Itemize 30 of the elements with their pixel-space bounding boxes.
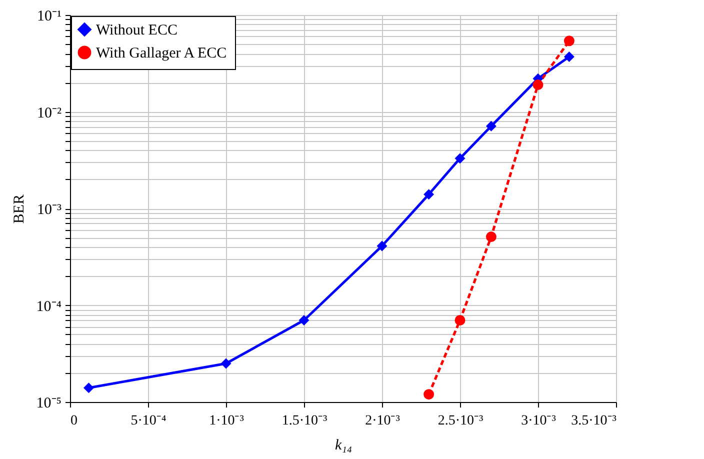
point	[454, 315, 466, 326]
x-tick-label: 2·10⁻³	[365, 414, 400, 428]
legend-label: Without ECC	[96, 22, 178, 38]
point	[564, 52, 574, 62]
point	[424, 189, 434, 200]
y-tick-label: 10⁻⁵	[36, 396, 62, 412]
point	[83, 382, 94, 394]
x-tick-label: 1.5·10⁻³	[282, 414, 328, 428]
point	[454, 153, 466, 164]
y-axis-title: BER	[11, 194, 28, 224]
point	[424, 389, 434, 400]
y-tick-label: 10⁻²	[37, 105, 62, 122]
point	[376, 240, 388, 252]
y-tick-label: 10⁻³	[37, 202, 62, 218]
point	[486, 120, 496, 132]
legend-label: With Gallager A ECC	[96, 46, 227, 62]
x-axis-title: k₁₄	[334, 438, 352, 454]
y-tick-label: 10⁻⁴	[36, 298, 62, 315]
x-tick-label: 3.5·10⁻³	[571, 414, 616, 428]
y-tick-label: 10⁻¹	[37, 8, 62, 24]
x-tick-label: 1·10⁻³	[209, 414, 244, 428]
point	[564, 36, 574, 46]
x-tick-label: 2.5·10⁻³	[438, 414, 484, 428]
x-tick-label: 0	[70, 414, 78, 428]
point	[486, 232, 496, 242]
x-tick-label: 3·10⁻³	[521, 414, 556, 428]
x-tick-label: 5·10⁻⁴	[130, 414, 166, 428]
point	[298, 314, 310, 326]
point	[532, 80, 544, 90]
point	[220, 358, 232, 369]
